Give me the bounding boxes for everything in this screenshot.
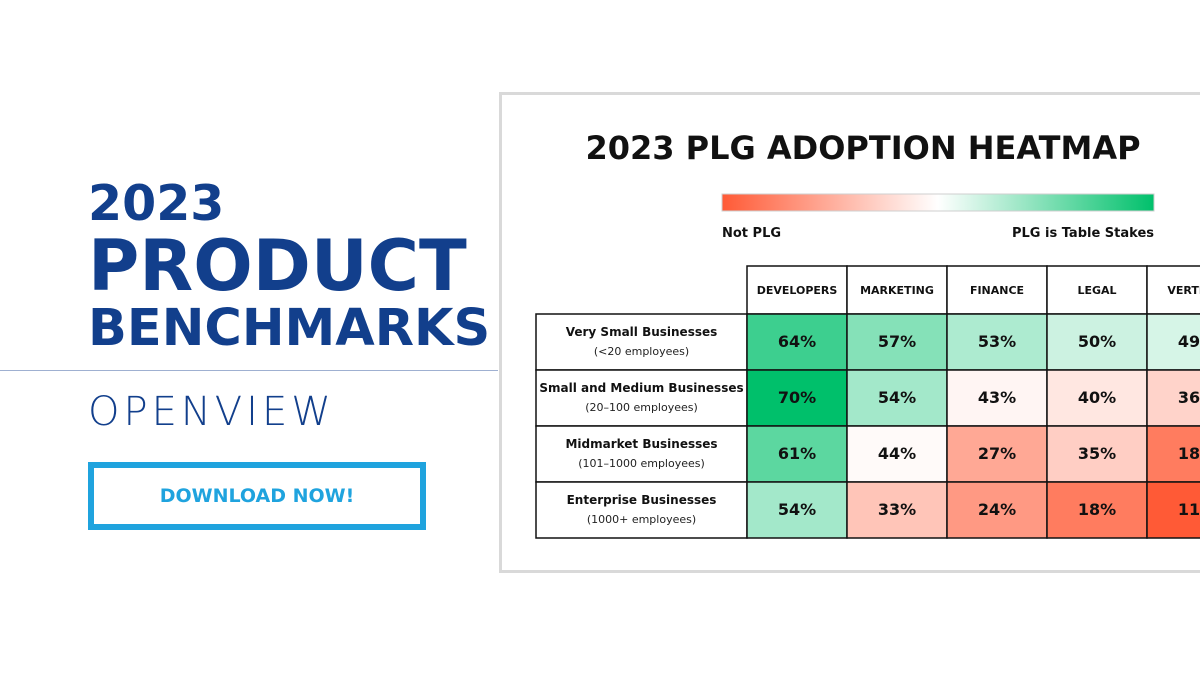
heatmap-cell-value: 53%: [978, 332, 1016, 351]
heatmap-chart: 2023 PLG ADOPTION HEATMAP Not PLG PLG is…: [535, 129, 1200, 539]
download-now-button[interactable]: DOWNLOAD NOW!: [88, 462, 426, 530]
hero-title-line-1: PRODUCT: [88, 225, 467, 307]
heatmap-card: 2023 PLG ADOPTION HEATMAP Not PLG PLG is…: [499, 92, 1200, 573]
heatmap-cell-value: 24%: [978, 500, 1016, 519]
divider: [0, 370, 498, 371]
row-label: Small and Medium Businesses: [539, 381, 743, 395]
hero-title-line-2: BENCHMARKS: [88, 299, 491, 358]
heatmap-cell-value: 35%: [1078, 444, 1116, 463]
heatmap-cell-value: 54%: [778, 500, 816, 519]
legend-gradient-bar: [721, 193, 1155, 212]
row-header-cell: [535, 425, 748, 483]
heatmap-cell-value: 44%: [878, 444, 916, 463]
heatmap-cell: [1046, 481, 1148, 539]
promo-panel: 2023 PRODUCT BENCHMARKS OPENVIEW DOWNLOA…: [0, 0, 500, 675]
openview-logo: OPENVIEW: [88, 389, 335, 435]
heatmap-cell: [1046, 425, 1148, 483]
heatmap-cell-value: 33%: [878, 500, 916, 519]
heatmap-cell-value: 70%: [778, 388, 816, 407]
heatmap-cell-value: 64%: [778, 332, 816, 351]
column-header-label: VERTICAL: [1167, 284, 1200, 297]
heatmap-cell: [846, 313, 948, 371]
column-header-label: DEVELOPERS: [757, 284, 838, 297]
heatmap-cell-value: 40%: [1078, 388, 1116, 407]
column-header-label: LEGAL: [1077, 284, 1116, 297]
legend-high-label: PLG is Table Stakes: [1012, 226, 1154, 241]
heatmap-cell-value: 18%: [1178, 444, 1200, 463]
row-header-cell: [535, 313, 748, 371]
heatmap-cell: [1146, 481, 1200, 539]
heatmap-cell-value: 27%: [978, 444, 1016, 463]
heatmap-cell-value: 43%: [978, 388, 1016, 407]
heatmap-cell: [1146, 425, 1200, 483]
row-header-cell: [535, 369, 748, 427]
heatmap-cell-value: 36%: [1178, 388, 1200, 407]
row-sublabel: (1000+ employees): [587, 513, 696, 526]
row-sublabel: (20–100 employees): [585, 401, 698, 414]
heatmap-cell: [946, 369, 1048, 427]
row-label: Very Small Businesses: [566, 325, 718, 339]
heatmap-grid: DEVELOPERS MARKETING FINANCE LEGAL VERTICAL V…: [535, 265, 1200, 539]
column-header-label: FINANCE: [970, 284, 1024, 297]
heatmap-cell-value: 61%: [778, 444, 816, 463]
heatmap-cell: [846, 481, 948, 539]
heatmap-cell-value: 18%: [1078, 500, 1116, 519]
heatmap-cell-value: 49%: [1178, 332, 1200, 351]
chart-title: 2023 PLG ADOPTION HEATMAP: [585, 129, 1140, 167]
heatmap-cell-value: 57%: [878, 332, 916, 351]
heatmap-cell: [946, 481, 1048, 539]
heatmap-cell-value: 54%: [878, 388, 916, 407]
heatmap-cell-value: 11%: [1178, 500, 1200, 519]
row-label: Midmarket Businesses: [565, 437, 717, 451]
legend-low-label: Not PLG: [722, 226, 781, 241]
hero-year: 2023: [88, 175, 225, 232]
column-header-label: MARKETING: [860, 284, 934, 297]
row-sublabel: (<20 employees): [594, 345, 689, 358]
column-header-cell: [746, 265, 848, 315]
heatmap-cell-value: 50%: [1078, 332, 1116, 351]
row-header-cell: [535, 481, 748, 539]
row-sublabel: (101–1000 employees): [578, 457, 705, 470]
column-header-cell: [846, 265, 948, 315]
heatmap-cell: [1146, 313, 1200, 371]
row-label: Enterprise Businesses: [567, 493, 717, 507]
